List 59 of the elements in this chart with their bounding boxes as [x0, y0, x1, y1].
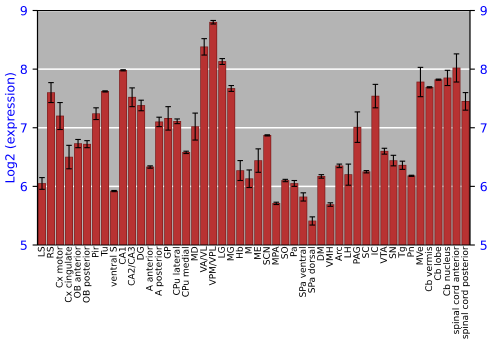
x-tick-label: Cb vermis: [425, 246, 432, 292]
x-tick-label: spinal cord posterior: [461, 246, 470, 339]
x-tick-label: SPa ventral: [298, 247, 306, 297]
x-tick-label: MG: [227, 247, 234, 260]
y-tick-label: 5: [20, 240, 27, 250]
x-tick-label: CPu medial: [182, 247, 189, 297]
x-tick-label: CA2/CA3: [128, 247, 136, 286]
x-tick-label: LH: [344, 247, 351, 258]
x-tick-label: A anterior: [146, 246, 153, 292]
x-tick-label: Tg: [398, 247, 407, 258]
x-tick-label: RS: [46, 246, 54, 258]
x-tick-label: GP: [164, 246, 171, 258]
y-tick-label: 7: [20, 123, 27, 132]
x-tick-label: IC: [371, 246, 378, 254]
x-tick-label: SCN: [263, 247, 270, 265]
x-tick-label: Cx motor: [56, 246, 63, 288]
x-tick-label: Arc: [335, 246, 342, 261]
y-tick-label: 8: [20, 64, 27, 74]
x-tick-label: ME: [254, 246, 261, 259]
x-tick-label: PAG: [353, 247, 360, 264]
x-tick-label: MD: [191, 246, 198, 260]
x-tick-label: ventral S: [110, 246, 117, 287]
x-tick-label: Cx cingulate: [64, 246, 74, 302]
x-tick-label: M: [245, 247, 252, 254]
x-tick-label: SC: [362, 246, 369, 258]
x-tick-label: MVe: [416, 246, 424, 264]
x-tick-label: VMH: [326, 247, 333, 268]
x-tick-label: Hb: [236, 246, 243, 258]
x-tick-label: Cb lobe: [434, 246, 442, 280]
x-tick-label: spinal cord anterior: [452, 246, 461, 334]
x-tick-label: A posterior: [154, 246, 164, 296]
x-tick-label: VA/VL: [200, 246, 208, 272]
y-tick-label: 9: [20, 6, 27, 16]
y2-tick-label: 9: [480, 6, 487, 16]
y2-tick-label: 8: [480, 64, 487, 74]
x-tick-label: Pa: [290, 247, 297, 256]
y-axis-title: Log2 (expression): [4, 73, 18, 182]
x-tick-label: VTA: [380, 246, 387, 264]
x-tick-label: Pn: [407, 247, 414, 257]
x-tick-label: DM: [317, 247, 324, 260]
x-tick-label: Pir: [92, 246, 99, 257]
x-tick-label: CPu lateral: [172, 247, 180, 295]
x-tick-label: SN: [389, 247, 396, 258]
y2-tick-label: 7: [480, 123, 487, 132]
y2-tick-label: 5: [480, 240, 487, 250]
x-tick-label: SPa dorsal: [308, 247, 315, 293]
y2-tick-label: 6: [480, 182, 487, 192]
x-tick-label: CA1: [118, 247, 126, 264]
x-tick-label: Tu: [100, 247, 108, 256]
x-tick-label: VPM/VPL: [209, 246, 217, 286]
x-tick-label: LS: [38, 246, 45, 256]
x-tick-label: LG: [218, 247, 225, 258]
x-tick-label: Cb nucleus: [443, 246, 450, 296]
x-tick-label: OB anterior: [74, 246, 81, 298]
x-tick-label: DG: [136, 247, 144, 260]
y-tick-label: 6: [20, 182, 27, 192]
x-tick-label: OB posterior: [82, 246, 92, 303]
x-tick-label: SO: [281, 246, 288, 259]
x-tick-label: MPA: [272, 246, 279, 264]
